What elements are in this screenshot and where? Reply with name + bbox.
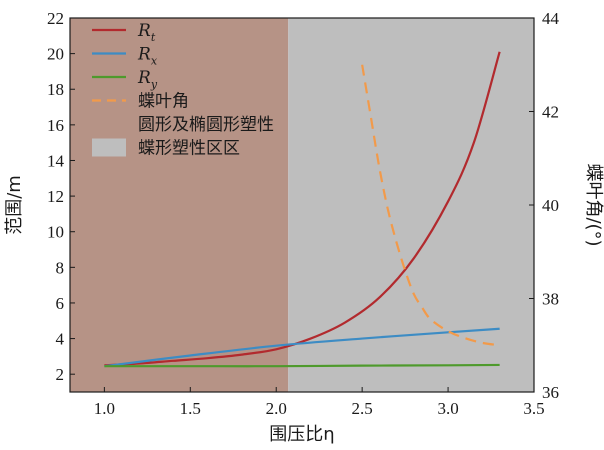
legend-symbol: R: [137, 21, 151, 41]
y-left-tick-label: 6: [56, 294, 65, 313]
y-left-tick-label: 10: [47, 223, 64, 242]
y-left-tick-label: 18: [47, 80, 64, 99]
y-left-tick-label: 14: [47, 151, 65, 170]
x-tick-label: 3.5: [523, 399, 544, 418]
legend-label-0: Rt: [137, 21, 156, 44]
legend-label-1: Rx: [137, 45, 158, 68]
series-line-1: [104, 327, 500, 368]
x-tick-label: 1.5: [180, 399, 201, 418]
x-axis: 1.0 1.5 2.0 2.5 3.0 3.5: [94, 387, 545, 418]
y-left-tick-label: 22: [47, 9, 64, 28]
y-left-tick-label: 12: [47, 187, 64, 206]
series-line-2: [104, 363, 500, 368]
x-tick-label: 3.0: [437, 399, 458, 418]
y-left-tick-label: 20: [47, 45, 64, 64]
legend-label-2: Ry: [137, 68, 158, 91]
legend-region-swatch-0: [92, 115, 126, 133]
legend-subscript: y: [150, 78, 158, 91]
y-axis-right: 36 38 40 42 44: [529, 9, 560, 402]
y-right-tick-label: 44: [542, 9, 560, 28]
series-layer: [104, 51, 501, 368]
x-tick-label: 2.0: [266, 399, 287, 418]
x-tick-label: 2.5: [352, 399, 373, 418]
y-right-tick-label: 42: [542, 103, 559, 122]
legend-region-swatch-1: [92, 138, 126, 157]
legend-symbol: R: [137, 45, 151, 65]
region-0: [70, 18, 289, 392]
legend-subscript: x: [151, 55, 158, 68]
x-tick-label: 1.0: [94, 399, 115, 418]
y-right-tick-label: 38: [542, 290, 559, 309]
x-axis-label: 围压比η: [269, 424, 334, 445]
y-axis-right-label: 蝶叶角/(°): [583, 163, 604, 246]
legend-subscript: t: [151, 31, 156, 44]
series-line-3: [361, 64, 500, 347]
legend-region-label-1: 蝶形塑性区区: [138, 139, 240, 159]
y-left-tick-label: 16: [47, 116, 64, 135]
legend-label-3: 蝶叶角: [138, 92, 189, 112]
legend-region-label-0: 圆形及椭圆形塑性: [138, 115, 274, 135]
y-left-tick-label: 4: [56, 330, 65, 349]
series-line-0: [104, 51, 501, 367]
y-right-tick-label: 36: [542, 383, 559, 402]
y-axis-left-label: 范围/m: [4, 175, 25, 235]
y-axis-left: 2 4 6 8 10 12 14 16 18 20 22: [47, 9, 75, 384]
y-left-tick-label: 2: [56, 365, 65, 384]
y-right-tick-label: 40: [542, 196, 559, 215]
legend-symbol: R: [137, 68, 151, 88]
y-left-tick-label: 8: [56, 258, 65, 277]
